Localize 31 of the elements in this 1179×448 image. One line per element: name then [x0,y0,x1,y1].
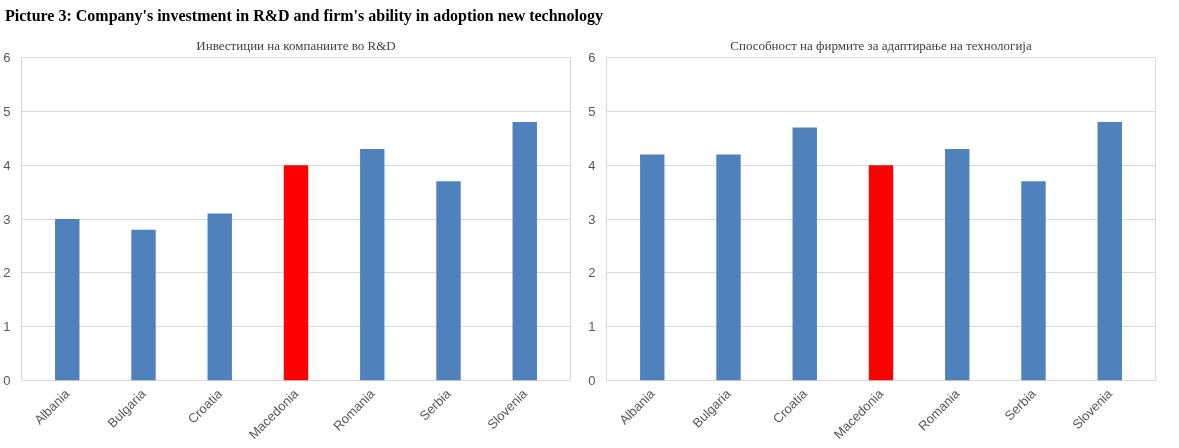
y-tick-label: 6 [3,50,11,65]
bar [716,154,741,381]
y-tick-label: 1 [3,319,11,335]
bar [436,181,461,381]
y-tick-label: 2 [3,265,11,281]
bar [868,165,894,381]
bar [283,165,309,381]
bar [1097,122,1122,381]
bar [131,229,156,381]
y-tick-label: 0 [588,373,596,388]
y-tick-label: 4 [3,157,11,173]
y-tick-label: 0 [3,373,11,388]
y-tick-label: 6 [588,50,596,65]
bar [512,122,537,381]
bar [1021,181,1046,381]
chart-title: Способност на фирмите за адаптирање на технологија [730,37,1032,53]
y-tick-label: 2 [588,265,596,281]
text: Picture 3: Company's investment in R&D and firm's ability in adoption new technology [5,7,603,24]
bar [360,149,385,381]
y-tick-label: 1 [588,319,596,335]
y-tick-label: 5 [3,103,11,119]
bar [945,149,970,381]
bar [640,154,665,381]
bar [207,213,232,381]
chart-title: Инвестиции на компаниите во R&D [196,37,396,53]
bar [55,219,80,381]
y-tick-label: 4 [588,157,596,173]
y-tick-label: 3 [3,211,11,227]
bar [792,127,817,381]
y-tick-label: 3 [588,211,596,227]
y-tick-label: 5 [588,103,596,119]
